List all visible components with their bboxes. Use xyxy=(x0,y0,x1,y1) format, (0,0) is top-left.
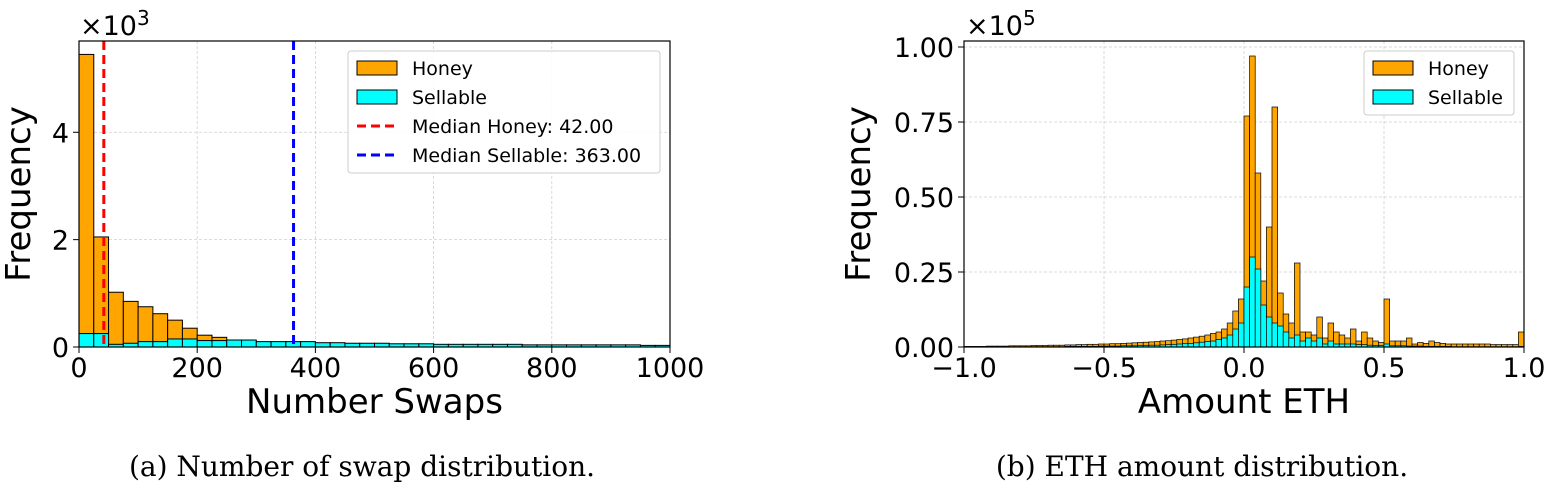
axes-frame xyxy=(78,40,671,348)
x-tick-label: 800 xyxy=(526,353,578,384)
x-tick-label: 0.0 xyxy=(1223,353,1266,384)
x-tick-label: 1000 xyxy=(636,353,705,384)
sellable-bar xyxy=(1271,322,1278,348)
sellable-bar xyxy=(1299,340,1306,348)
y-multiplier: ×105 xyxy=(966,6,1036,42)
x-axis-label: Amount ETH xyxy=(1138,382,1350,422)
legend-honey-swatch xyxy=(356,60,398,76)
legend-median-honey-label: Median Honey: 42.00 xyxy=(412,116,614,138)
sellable-bar xyxy=(1232,328,1239,348)
honey-bar xyxy=(122,300,139,348)
y-multiplier-exponent: 5 xyxy=(1023,6,1036,30)
sellable-bar xyxy=(241,339,257,348)
y-tick-label: 1.00 xyxy=(894,33,954,64)
sellable-bar xyxy=(329,342,346,348)
sellable-bar xyxy=(1327,340,1334,348)
chart-2: −1.0 −0.5 0.0 0.5 1.0 0.00 0.25 0.50 0.75 1.00 ×10… xyxy=(839,6,1545,483)
sellable-bar xyxy=(300,341,316,348)
sellable-bar xyxy=(1266,316,1273,348)
sellable-bar xyxy=(78,333,95,348)
x-tick-label: 0 xyxy=(70,353,87,384)
legend-sellable-label: Sellable xyxy=(1428,87,1503,109)
x-tick-label: −1.0 xyxy=(931,353,997,384)
sellable-bar xyxy=(1310,340,1318,348)
honey-bar xyxy=(1294,262,1301,348)
legend-box xyxy=(347,50,661,174)
legend-honey-label: Honey xyxy=(1428,58,1489,80)
sellable-bar xyxy=(1254,268,1262,348)
sellable-bar xyxy=(211,340,228,348)
y-tick-label: 0.50 xyxy=(894,183,954,214)
y-multiplier: ×103 xyxy=(80,6,150,42)
sellable-bar xyxy=(181,338,198,348)
sellable-bar xyxy=(226,339,243,348)
honey-bar xyxy=(78,53,95,348)
legend-sellable-label: Sellable xyxy=(412,87,487,109)
y-tick-label: 0.00 xyxy=(894,333,954,364)
sellable-bar xyxy=(1305,337,1312,348)
honey-bar xyxy=(137,306,154,348)
y-multiplier-exponent: 3 xyxy=(137,6,150,30)
sellable-bar xyxy=(1221,337,1228,348)
honey-bar xyxy=(1383,298,1390,348)
honey-bar xyxy=(1406,337,1413,348)
honey-bar xyxy=(93,236,110,348)
sellable-bar xyxy=(1249,256,1256,348)
legend-honey-label: Honey xyxy=(412,58,473,80)
y-tick-label: 2 xyxy=(52,226,69,257)
legend: Honey Sellable xyxy=(1363,50,1515,116)
honey-bar xyxy=(108,291,124,348)
legend: Honey Sellable Median Honey: 42.00 Median S… xyxy=(347,50,661,174)
sellable-bar xyxy=(196,340,213,348)
y-tick-label: 0.25 xyxy=(894,258,954,289)
sellable-bar xyxy=(1238,322,1245,348)
legend-median-sellable-label: Median Sellable: 363.00 xyxy=(412,145,641,167)
x-tick-label: 1.0 xyxy=(1503,353,1546,384)
chart-1: 0 200 400 600 800 1000 0 2 4 ×103 Number Swaps Freq… xyxy=(0,6,704,483)
legend-honey-swatch xyxy=(1372,60,1414,76)
sellable-bar xyxy=(1193,342,1200,348)
sellable-bar xyxy=(270,341,287,348)
sellable-bar xyxy=(1282,331,1290,348)
honey-bar xyxy=(1271,106,1278,348)
y-axis-label: Frequency xyxy=(0,106,39,282)
sellable-bar xyxy=(1204,341,1211,348)
sellable-bar xyxy=(255,341,272,348)
sellable-bar xyxy=(1277,325,1284,348)
y-tick-label: 0 xyxy=(52,333,69,364)
figure-caption: (b) ETH amount distribution. xyxy=(996,450,1408,483)
legend-sellable-swatch xyxy=(356,89,398,105)
y-tick-label: 4 xyxy=(52,118,69,149)
sellable-bar xyxy=(137,341,154,348)
y-tick-label: 0.75 xyxy=(894,108,954,139)
sellable-bar xyxy=(1215,339,1222,348)
x-axis-label: Number Swaps xyxy=(246,382,503,422)
sellable-bar xyxy=(152,341,169,348)
figure-caption: (a) Number of swap distribution. xyxy=(129,450,595,483)
sellable-bar xyxy=(314,342,331,348)
x-tick-label: 0.5 xyxy=(1363,353,1406,384)
sellable-bar xyxy=(1243,286,1250,348)
sellable-bar xyxy=(1198,341,1206,348)
sellable-bar xyxy=(1210,340,1217,348)
sellable-bar xyxy=(1260,304,1267,348)
sellable-bar xyxy=(1288,337,1295,348)
sellable-bar xyxy=(1294,334,1301,348)
sellable-bar xyxy=(1316,337,1323,348)
x-tick-label: 200 xyxy=(171,353,223,384)
sellable-bar xyxy=(93,333,110,348)
honey-bar xyxy=(1518,331,1525,348)
legend-sellable-swatch xyxy=(1372,89,1414,105)
x-tick-label: 600 xyxy=(408,353,460,384)
sellable-bar xyxy=(167,338,183,348)
x-tick-label: 400 xyxy=(290,353,342,384)
x-tick-label: −0.5 xyxy=(1071,353,1137,384)
y-axis-label: Frequency xyxy=(839,106,879,282)
sellable-bar xyxy=(1226,334,1234,348)
